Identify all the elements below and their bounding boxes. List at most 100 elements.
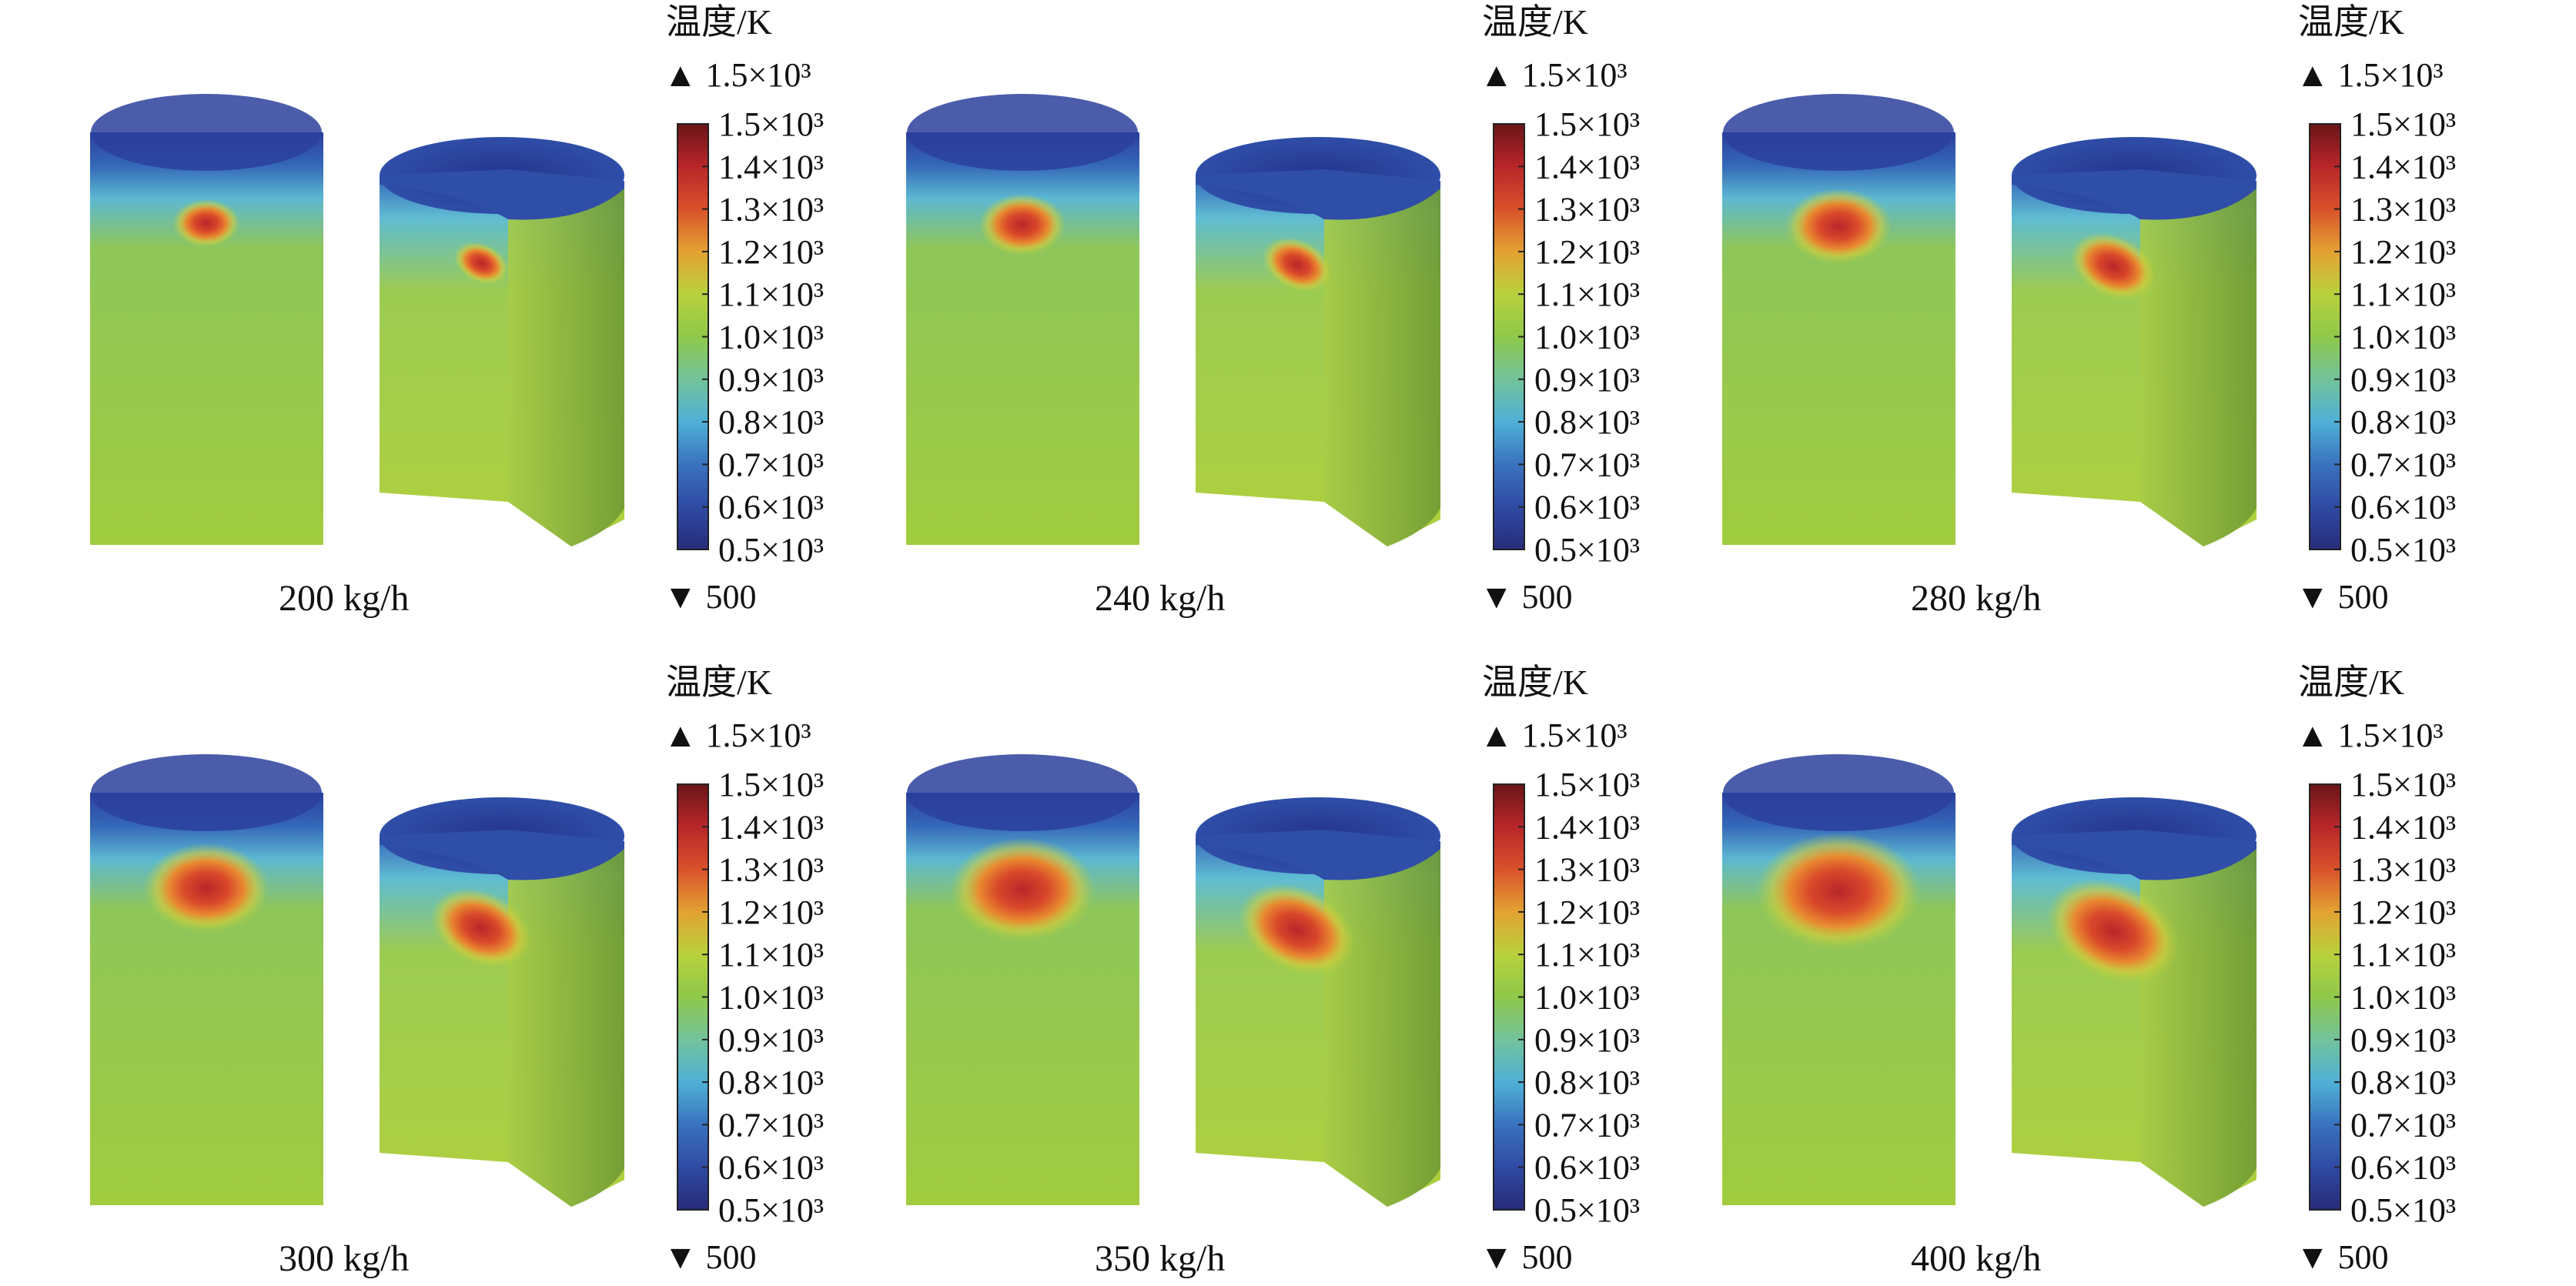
colorbar-min-marker: ▼ 500 (1480, 1238, 1573, 1276)
colorbar-title: 温度/K (666, 663, 772, 702)
colorbar-tick-label: 0.7×10³ (718, 1106, 824, 1144)
colorbar-tick-label: 1.0×10³ (1534, 319, 1640, 356)
colorbar-tick-label: 1.2×10³ (1534, 233, 1640, 271)
colorbar-tick-label: 1.0×10³ (718, 979, 824, 1017)
colorbar-tick-label: 0.9×10³ (1534, 361, 1640, 399)
colorbar-tick-label: 0.9×10³ (718, 361, 824, 399)
cylinder-cut-edge (380, 830, 624, 880)
hot-spot (2046, 879, 2180, 984)
panel-caption: 300 kg/h (279, 1238, 409, 1279)
colorbar-tick-label: 1.2×10³ (718, 894, 824, 931)
colorbar-tick-label: 1.4×10³ (718, 808, 824, 846)
colorbar-tick-label: 0.6×10³ (2350, 1149, 2456, 1187)
cold-zone (1723, 94, 1954, 171)
cold-zone (91, 754, 322, 831)
panel-caption: 400 kg/h (1911, 1238, 2041, 1279)
cylinder-side (1324, 845, 1440, 1207)
cylinder-side (508, 845, 624, 1207)
colorbar-min-marker: ▼ 500 (664, 1238, 757, 1276)
colorbar-tick-label: 1.4×10³ (2350, 808, 2456, 846)
colorbar-tick-label: 1.5×10³ (2350, 766, 2456, 803)
colorbar-tick-label: 1.3×10³ (1534, 851, 1640, 889)
hot-spot (172, 199, 241, 248)
colorbar-tick-label: 1.1×10³ (1534, 936, 1640, 974)
colorbar-title: 温度/K (2298, 2, 2404, 42)
colorbar-tick-label: 0.5×10³ (2350, 531, 2456, 569)
colorbar-tick-label: 0.6×10³ (718, 489, 824, 526)
hot-spot (453, 242, 509, 285)
colorbar-tick-label: 0.6×10³ (2350, 489, 2456, 526)
cold-zone (907, 94, 1138, 171)
cylinder-side (2140, 845, 2257, 1207)
colorbar-tick-label: 0.5×10³ (718, 531, 824, 569)
colorbar-min-marker: ▼ 500 (2296, 578, 2389, 616)
colorbar-tick-label: 0.7×10³ (2350, 1106, 2456, 1144)
cold-zone (91, 94, 322, 171)
colorbar-tick-label: 1.4×10³ (1534, 808, 1640, 846)
colorbar-tick-label: 1.3×10³ (1534, 191, 1640, 229)
colorbar-tick-label: 1.0×10³ (1534, 979, 1640, 1017)
colorbar-tick-label: 1.5×10³ (718, 766, 824, 803)
colorbar-max-marker: ▲ 1.5×10³ (1480, 716, 1628, 754)
hot-spot (1755, 832, 1922, 950)
hot-spot (1785, 188, 1892, 265)
colorbar-max-marker: ▲ 1.5×10³ (2296, 716, 2444, 754)
simulation-panel: 1.5×10³ 1.4×10³ 1.3×10³ 1.2×10³ 1.1×10³ 1.0×1… (906, 663, 1640, 1279)
colorbar-tick-label: 1.0×10³ (2350, 979, 2456, 1017)
cylinder-side (508, 185, 624, 546)
colorbar-min-marker: ▼ 500 (664, 578, 757, 616)
colorbar-title: 温度/K (2298, 663, 2404, 702)
colorbar-tick-label: 1.3×10³ (2350, 191, 2456, 229)
colorbar-tick-label: 0.8×10³ (718, 1064, 824, 1101)
colorbar-tick-label: 0.6×10³ (1534, 1149, 1640, 1187)
cylinder-side (2140, 185, 2257, 546)
colorbar-tick-label: 0.7×10³ (1534, 1106, 1640, 1144)
colorbar-title: 温度/K (1482, 2, 1588, 42)
colorbar-tick-label: 1.2×10³ (718, 233, 824, 271)
colorbar-tick-label: 1.4×10³ (2350, 148, 2456, 185)
colorbar-max-marker: ▲ 1.5×10³ (2296, 56, 2444, 94)
colorbar-tick-label: 0.7×10³ (1534, 446, 1640, 483)
colorbar-max-marker: ▲ 1.5×10³ (664, 56, 811, 94)
colorbar-title: 温度/K (1482, 663, 1588, 702)
colorbar-tick-label: 0.8×10³ (2350, 403, 2456, 441)
colorbar-tick-label: 1.0×10³ (2350, 319, 2456, 356)
hot-spot (949, 837, 1096, 942)
hot-spot (1262, 237, 1333, 292)
panel-caption: 240 kg/h (1095, 578, 1225, 619)
colorbar-tick-label: 1.4×10³ (1534, 148, 1640, 185)
cold-zone (1723, 754, 1954, 831)
cylinder-side (1324, 185, 1440, 546)
hot-spot (979, 193, 1066, 256)
colorbar-tick-label: 1.1×10³ (718, 936, 824, 974)
hot-spot (2070, 232, 2156, 300)
colorbar-tick-label: 0.9×10³ (1534, 1021, 1640, 1059)
colorbar-max-marker: ▲ 1.5×10³ (664, 716, 811, 754)
colorbar-tick-label: 1.3×10³ (718, 851, 824, 889)
cylinder-cut-edge (2012, 830, 2257, 880)
simulation-panel: 1.5×10³ 1.4×10³ 1.3×10³ 1.2×10³ 1.1×10³ 1.0×1… (1722, 663, 2456, 1279)
colorbar-tick-label: 0.5×10³ (1534, 1191, 1640, 1229)
colorbar-tick-label: 0.9×10³ (2350, 1021, 2456, 1059)
colorbar-tick-label: 1.1×10³ (2350, 936, 2456, 974)
panel-caption: 200 kg/h (279, 578, 409, 619)
colorbar-tick-label: 1.1×10³ (2350, 276, 2456, 313)
colorbar-tick-label: 1.3×10³ (2350, 851, 2456, 889)
cylinder-cut-edge (1196, 830, 1440, 880)
hot-spot (1239, 883, 1356, 976)
panel-caption: 350 kg/h (1095, 1238, 1225, 1279)
colorbar-tick-label: 1.5×10³ (718, 105, 824, 143)
colorbar-tick-label: 0.7×10³ (718, 446, 824, 483)
colorbar-tick-label: 0.8×10³ (2350, 1064, 2456, 1101)
colorbar-tick-label: 1.5×10³ (2350, 105, 2456, 143)
colorbar-tick-label: 0.6×10³ (718, 1149, 824, 1187)
colorbar-tick-label: 1.1×10³ (718, 276, 824, 313)
colorbar-min-marker: ▼ 500 (1480, 578, 1573, 616)
colorbar-tick-label: 0.8×10³ (1534, 403, 1640, 441)
colorbar-tick-label: 1.1×10³ (1534, 276, 1640, 313)
hot-spot (430, 888, 532, 968)
colorbar-tick-label: 1.4×10³ (718, 148, 824, 185)
cross-section-slab (90, 132, 323, 545)
